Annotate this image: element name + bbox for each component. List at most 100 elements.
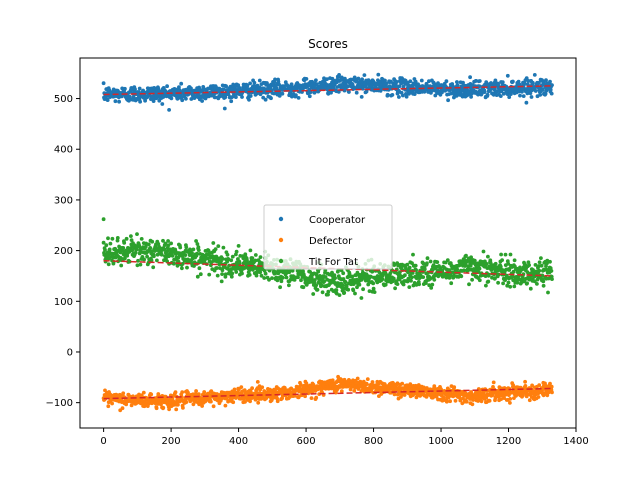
data-point (195, 274, 200, 279)
data-point (470, 402, 475, 407)
x-tick-label: 1000 (428, 436, 453, 447)
data-point (209, 93, 214, 98)
data-point (254, 273, 259, 278)
data-point (401, 93, 405, 98)
data-point (314, 78, 318, 83)
data-point (127, 94, 132, 99)
data-point (493, 261, 498, 266)
data-point (107, 247, 112, 252)
data-point (159, 402, 163, 407)
data-point (452, 385, 457, 389)
data-point (234, 95, 238, 99)
data-point (430, 268, 435, 272)
data-point (477, 84, 482, 89)
data-point (315, 287, 320, 292)
data-point (301, 285, 306, 290)
data-point (229, 274, 234, 279)
data-point (299, 278, 303, 283)
data-point (429, 286, 434, 290)
data-point (452, 273, 456, 278)
data-point (220, 272, 225, 276)
data-point (428, 387, 433, 392)
data-point (484, 283, 488, 288)
data-point (248, 399, 253, 404)
data-point (189, 97, 194, 101)
legend-label-defector: Defector (309, 236, 353, 247)
data-point (113, 99, 118, 104)
data-point (499, 252, 503, 257)
data-point (477, 79, 482, 83)
data-point (184, 245, 189, 250)
data-point (184, 96, 188, 101)
data-point (127, 259, 132, 264)
data-point (183, 253, 188, 257)
data-point (263, 97, 268, 102)
data-point (152, 86, 157, 90)
data-point (196, 248, 201, 253)
data-point (200, 404, 205, 408)
data-point (141, 390, 146, 395)
data-point (383, 78, 387, 83)
data-point (236, 244, 241, 248)
data-point (354, 90, 359, 95)
data-point (192, 264, 196, 268)
data-point (253, 253, 258, 257)
data-point (356, 76, 361, 81)
data-point (214, 254, 219, 259)
data-point (541, 283, 546, 288)
data-point (336, 281, 340, 286)
legend-box (263, 204, 393, 270)
data-point (103, 248, 107, 252)
x-tick-label: 600 (297, 436, 316, 447)
data-point (240, 95, 244, 99)
data-point (175, 96, 180, 101)
data-point (106, 404, 111, 409)
data-point (403, 273, 407, 278)
data-point (503, 252, 508, 257)
data-point (278, 285, 282, 290)
data-point (527, 398, 532, 403)
data-point (309, 396, 314, 400)
data-point (205, 256, 210, 261)
data-point (221, 87, 226, 92)
data-point (427, 79, 431, 84)
data-point (263, 271, 268, 276)
data-point (508, 252, 513, 257)
data-point (270, 276, 274, 280)
data-point (470, 277, 474, 282)
data-point (540, 273, 545, 278)
data-point (459, 274, 464, 279)
data-point (276, 79, 281, 84)
data-point (407, 285, 412, 289)
data-point (533, 263, 538, 267)
data-point (219, 279, 224, 284)
y-tick-label: 200 (54, 246, 73, 257)
x-tick-label: 400 (229, 436, 248, 447)
data-point (493, 78, 498, 83)
data-point (156, 392, 161, 396)
data-point (161, 405, 166, 410)
data-point (258, 255, 263, 259)
data-point (421, 275, 426, 279)
data-point (337, 293, 342, 297)
data-point (234, 249, 239, 254)
data-point (176, 402, 180, 407)
data-point (333, 276, 337, 280)
data-point (245, 83, 250, 88)
legend-label-tit-for-tat: Tit For Tat (308, 257, 358, 268)
data-point (444, 79, 449, 84)
data-point (550, 390, 554, 395)
data-point (482, 90, 487, 94)
data-point (543, 383, 548, 388)
data-point (537, 81, 541, 85)
data-point (508, 397, 513, 401)
data-point (408, 79, 413, 84)
data-point (211, 404, 216, 409)
trend-line-defector (103, 387, 553, 400)
data-point (462, 268, 466, 273)
data-point (539, 263, 544, 268)
data-point (190, 251, 194, 255)
data-point (493, 276, 497, 281)
data-point (326, 289, 331, 294)
